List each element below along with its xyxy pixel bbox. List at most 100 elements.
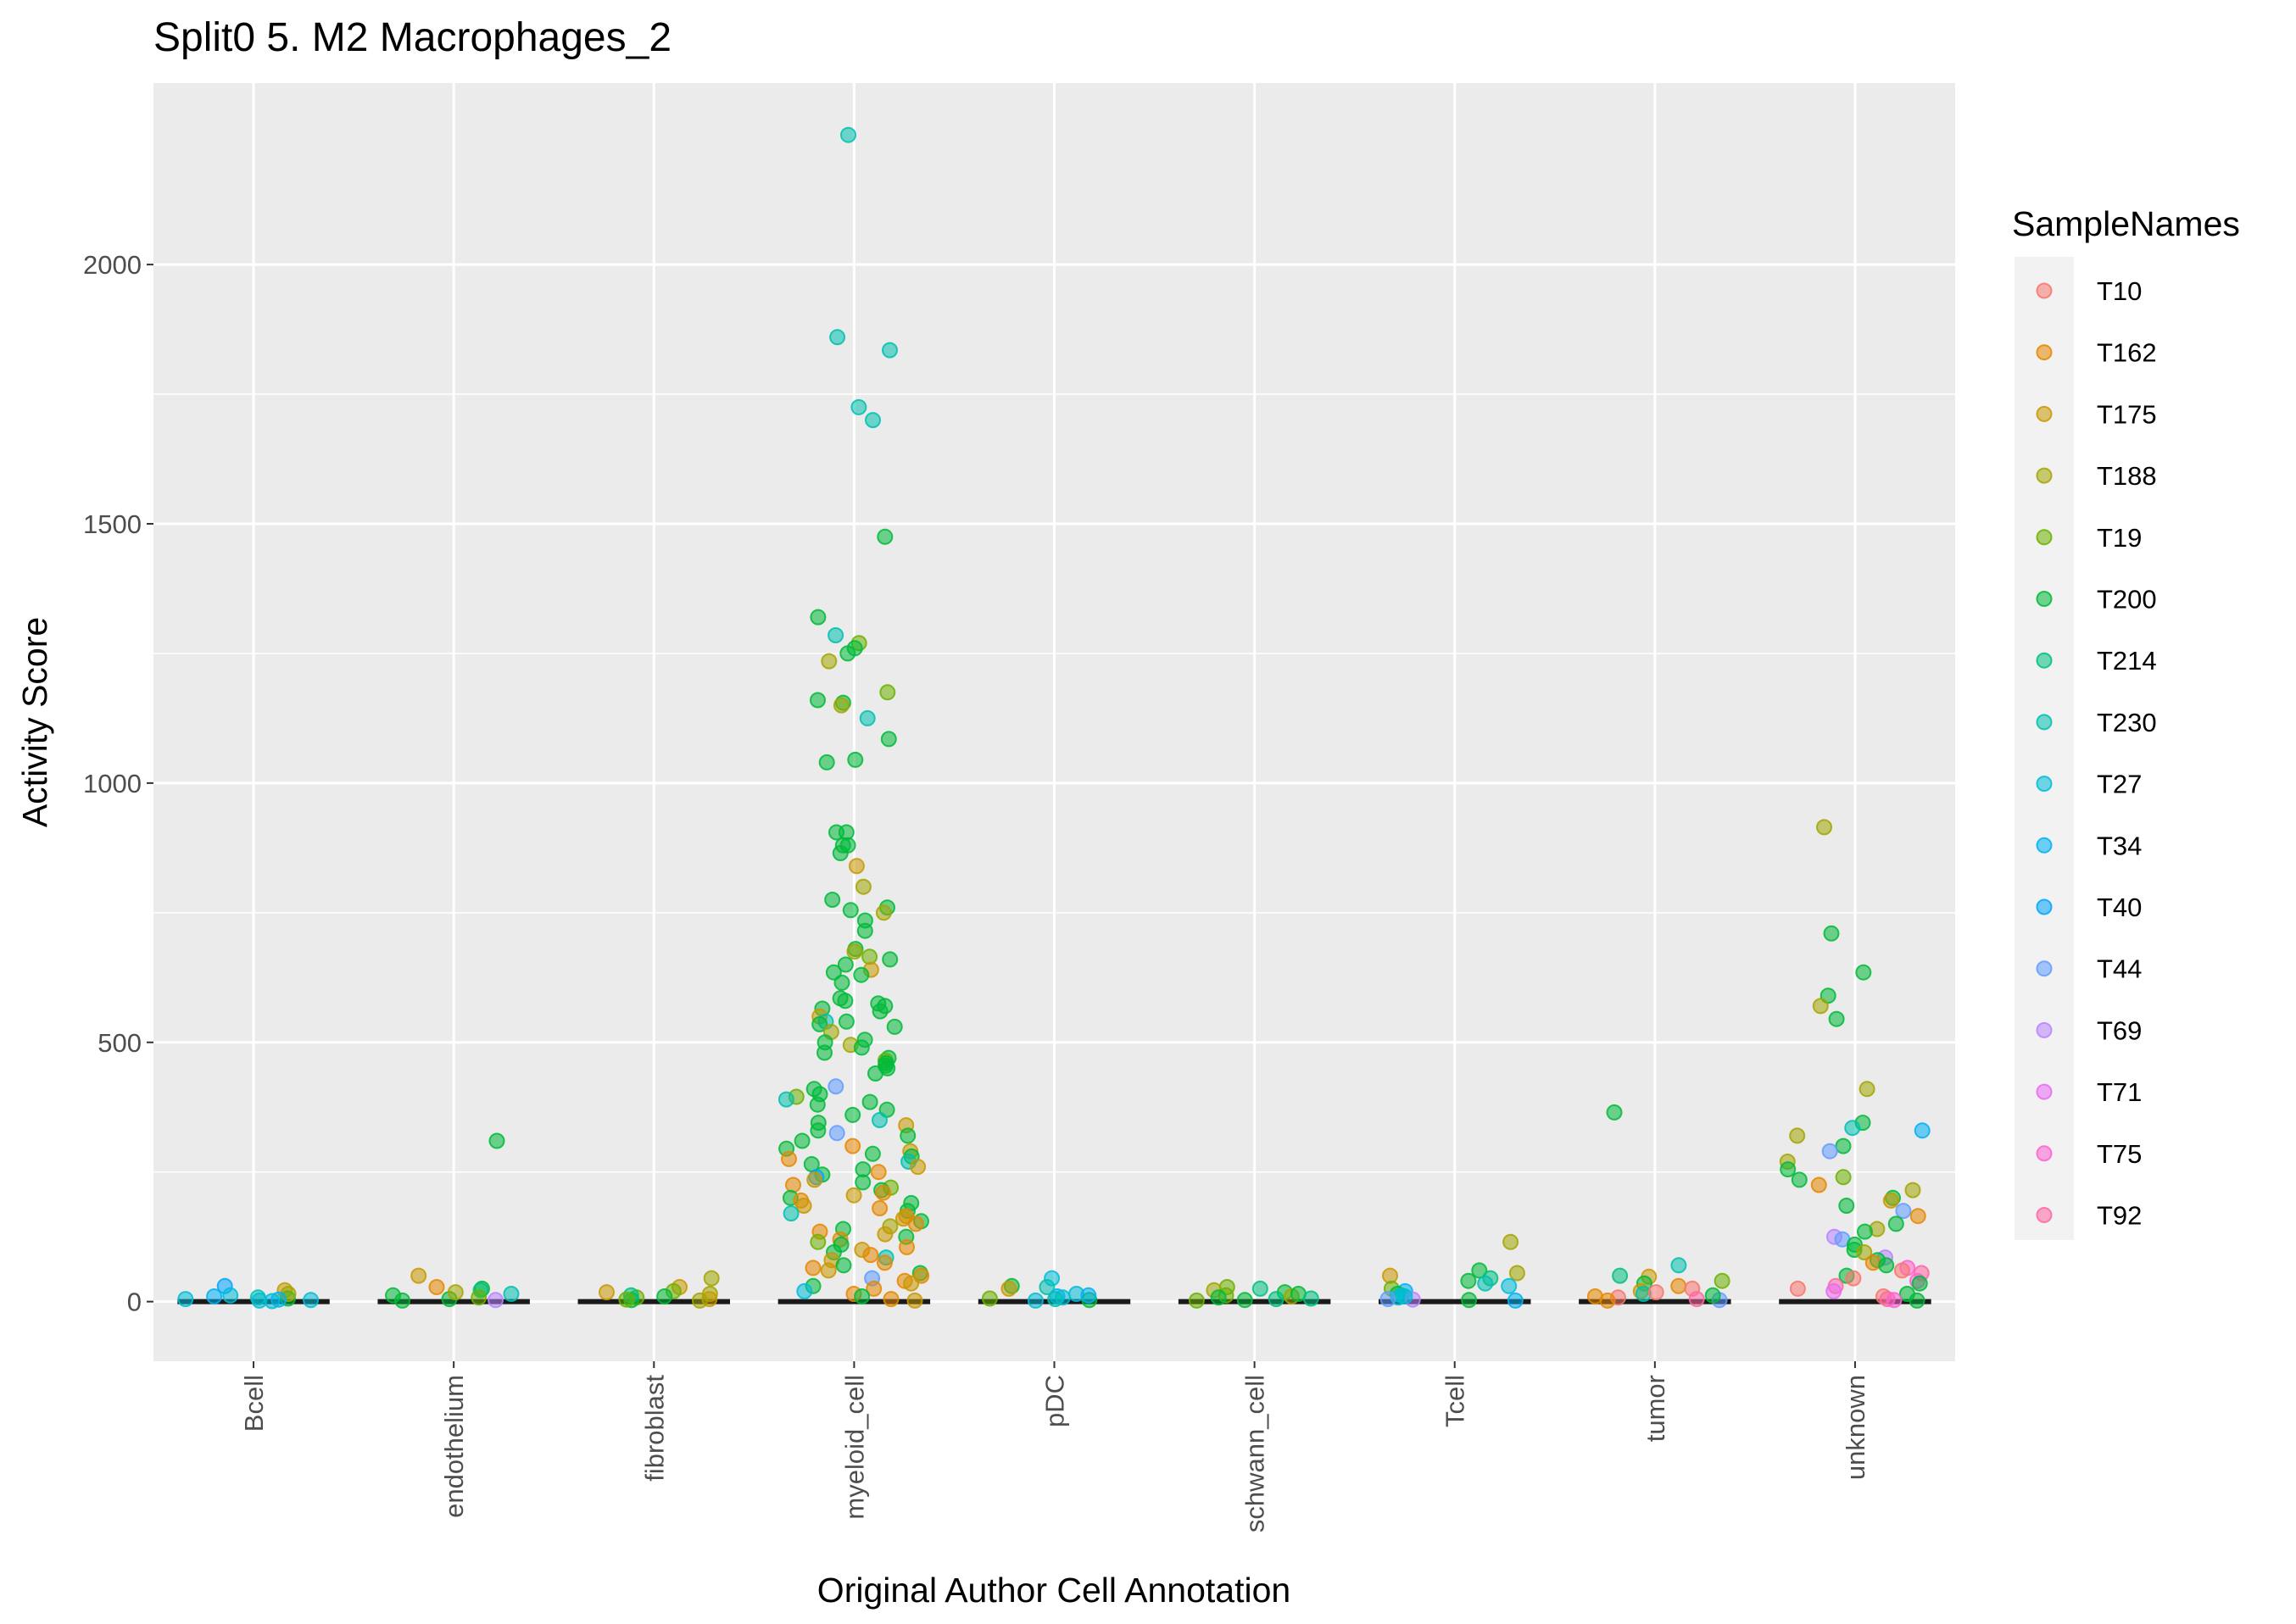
x-axis-title: Original Author Cell Annotation	[817, 1571, 1290, 1610]
violin-tcell	[1379, 1299, 1531, 1304]
data-point-myeloid-cell-t200	[853, 966, 870, 983]
data-point-bcell-t27	[177, 1291, 194, 1308]
data-point-myeloid-cell-t162	[785, 1176, 801, 1193]
violin-unknown	[1779, 1299, 1931, 1304]
data-point-myeloid-cell-t162	[870, 1164, 887, 1181]
data-point-myeloid-cell-t200	[794, 1132, 811, 1149]
x-tick-label-fibroblast: fibroblast	[639, 1375, 669, 1482]
data-point-myeloid-cell-t19	[879, 684, 896, 701]
legend-key-t92	[2036, 1207, 2053, 1223]
data-point-myeloid-cell-t200	[825, 964, 842, 981]
data-point-pdc-t230	[1039, 1279, 1056, 1295]
x-axis: Bcell endothelium fibroblast myeloid_cell pD…	[239, 1361, 1870, 1532]
legend-entries: T10 T162 T175 T188 T19 T200 T214 T230 T27 T34 T40 T…	[2036, 276, 2157, 1231]
data-point-myeloid-cell-t200	[810, 609, 827, 626]
data-point-endothelium-t188	[447, 1284, 464, 1301]
y-tick-label: 2000	[83, 250, 142, 280]
data-point-myeloid-cell-t200	[853, 1039, 870, 1056]
data-point-unknown-t19	[1835, 1169, 1852, 1186]
legend-label-t44: T44	[2097, 954, 2142, 984]
data-point-myeloid-cell-t200	[837, 956, 854, 973]
data-point-myeloid-cell-t230	[829, 329, 846, 346]
data-point-unknown-t200	[1835, 1137, 1852, 1154]
data-point-unknown-t188	[1812, 998, 1829, 1015]
legend-key-t27	[2036, 776, 2053, 793]
data-point-myeloid-cell-t44	[828, 1125, 845, 1142]
data-point-myeloid-cell-t200	[847, 751, 864, 768]
legend-label-t10: T10	[2097, 276, 2142, 306]
data-point-tcell-t188	[1508, 1265, 1525, 1282]
legend-key-t71	[2036, 1083, 2053, 1100]
data-point-myeloid-cell-t188	[833, 697, 850, 714]
data-point-fibroblast-t19	[618, 1291, 635, 1308]
data-point-myeloid-cell-t188	[846, 943, 863, 960]
data-point-fibroblast-t175	[599, 1284, 615, 1301]
legend-key-t40	[2036, 898, 2053, 915]
data-point-myeloid-cell-t230	[882, 342, 898, 359]
legend-label-t19: T19	[2097, 523, 2142, 553]
legend-key-t75	[2036, 1145, 2053, 1162]
data-point-fibroblast-t188	[703, 1270, 720, 1287]
data-point-myeloid-cell-t200	[886, 1018, 903, 1035]
data-point-unknown-t162	[1810, 1176, 1827, 1193]
data-point-tumor-t19	[1714, 1272, 1730, 1289]
data-point-myeloid-cell-t162	[866, 1280, 883, 1297]
data-point-unknown-t200	[1911, 1275, 1928, 1292]
data-point-endothelium-t230	[503, 1286, 520, 1302]
data-point-myeloid-cell-t188	[875, 904, 892, 921]
data-point-unknown-t44	[1895, 1203, 1912, 1220]
data-point-schwann-cell-t19	[1188, 1292, 1205, 1309]
data-point-tumor-t214	[1612, 1267, 1629, 1284]
data-point-myeloid-cell-t230	[850, 398, 867, 415]
data-point-bcell-t27	[264, 1293, 281, 1310]
x-tick-label-unknown: unknown	[1841, 1375, 1870, 1480]
data-point-tcell-t200	[1461, 1292, 1478, 1309]
data-point-myeloid-cell-t200	[877, 528, 894, 545]
data-point-tcell-t34	[1507, 1292, 1524, 1309]
data-point-myeloid-cell-t162	[805, 1260, 822, 1276]
data-point-tumor-t200	[1606, 1104, 1623, 1121]
data-point-myeloid-cell-t200	[818, 754, 835, 770]
data-point-myeloid-cell-t19	[810, 1233, 827, 1250]
data-point-myeloid-cell-t200	[867, 1065, 883, 1082]
data-point-myeloid-cell-t200	[816, 1044, 833, 1061]
legend-title: SampleNames	[2012, 204, 2240, 243]
data-point-myeloid-cell-t200	[810, 1122, 827, 1139]
data-point-tumor-t10	[1647, 1284, 1664, 1301]
y-tick-label: 1000	[83, 769, 142, 798]
data-point-unknown-t188	[1856, 1244, 1873, 1260]
data-point-myeloid-cell-t175	[845, 1187, 862, 1204]
data-point-myeloid-cell-t200	[810, 692, 826, 709]
legend-key-t230	[2036, 714, 2053, 731]
y-axis-title: Activity Score	[15, 617, 54, 827]
data-point-tumor-t162	[1670, 1277, 1687, 1294]
data-point-myeloid-cell-t200	[835, 1257, 852, 1274]
data-point-unknown-t188	[1789, 1127, 1806, 1144]
legend-key-t200	[2036, 591, 2053, 607]
data-point-fibroblast-t200	[656, 1288, 673, 1304]
data-point-myeloid-cell-t200	[861, 1093, 878, 1110]
data-point-unknown-t44	[1821, 1143, 1838, 1160]
data-point-myeloid-cell-t200	[844, 1106, 861, 1123]
legend-key-t19	[2036, 529, 2053, 546]
data-point-unknown-t200	[1791, 1171, 1808, 1188]
data-point-tumor-t200	[1704, 1287, 1721, 1304]
data-point-unknown-t162	[1864, 1254, 1881, 1271]
legend-label-t200: T200	[2097, 585, 2157, 615]
legend-label-t188: T188	[2097, 461, 2157, 491]
data-point-myeloid-cell-t175	[848, 858, 865, 875]
y-tick-label: 1500	[83, 509, 142, 539]
data-point-myeloid-cell-t200	[854, 1288, 871, 1304]
data-point-myeloid-cell-t162	[899, 1238, 915, 1255]
data-point-unknown-t175	[1882, 1192, 1899, 1209]
data-point-unknown-t188	[1816, 819, 1832, 836]
data-point-myeloid-cell-t230	[840, 126, 856, 143]
grid-layer	[153, 83, 1955, 1361]
data-point-endothelium-t69	[488, 1292, 504, 1309]
data-point-endothelium-t19	[471, 1289, 488, 1306]
data-point-unknown-t200	[1857, 1223, 1873, 1240]
legend-label-t214: T214	[2097, 646, 2157, 676]
data-point-tcell-t188	[1502, 1233, 1519, 1250]
data-point-myeloid-cell-t200	[811, 1015, 828, 1032]
data-point-myeloid-cell-t230	[783, 1205, 800, 1222]
